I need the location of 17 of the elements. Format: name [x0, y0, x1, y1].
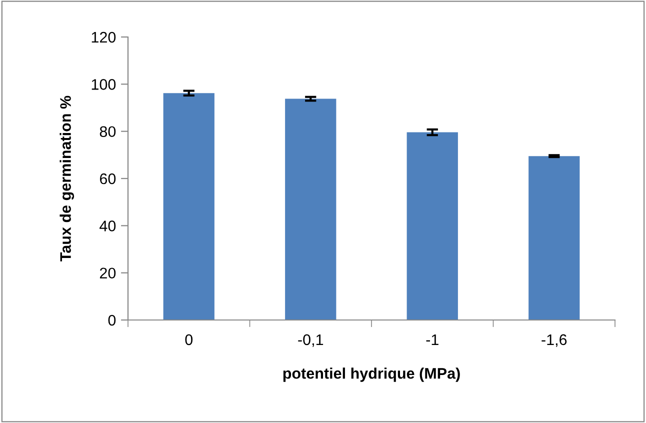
- y-tick-label: 100: [92, 79, 116, 90]
- bar: [406, 132, 458, 320]
- bar: [528, 156, 580, 320]
- bar: [285, 98, 336, 320]
- y-tick-label: 20: [100, 268, 116, 279]
- x-tick-label: -1,6: [542, 334, 567, 347]
- x-axis-title: potentiel hydrique (MPa): [283, 368, 460, 382]
- x-tick-label: -0,1: [298, 334, 324, 347]
- y-tick-label: 80: [100, 126, 116, 138]
- y-tick-label: 60: [100, 173, 116, 184]
- x-tick-label: -1: [426, 334, 438, 345]
- bar: [163, 93, 214, 320]
- y-axis-title: Taux de germination %: [60, 96, 74, 262]
- x-tick-label: 0: [185, 334, 193, 346]
- y-tick-label: 40: [100, 220, 116, 232]
- y-tick-label: 0: [108, 314, 116, 326]
- y-tick-label: 120: [92, 32, 116, 43]
